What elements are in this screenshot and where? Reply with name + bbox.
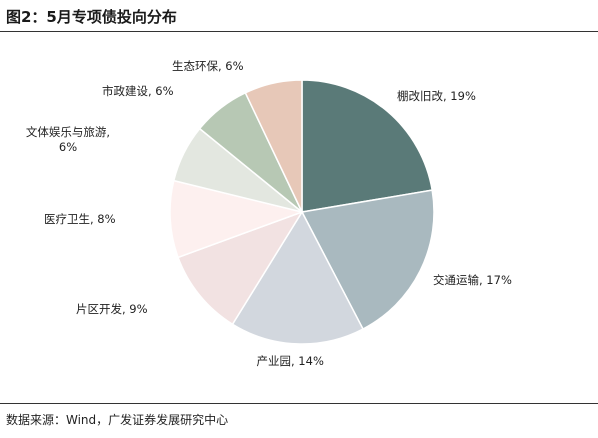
rule — [0, 31, 598, 32]
slice-label: 市政建设, 6% — [102, 84, 174, 98]
pie-slice — [301, 79, 434, 213]
pie-slice — [300, 189, 435, 331]
title: 图2：5月专项债投向分布 — [6, 8, 177, 26]
pie-slice — [231, 210, 365, 345]
slice-label: 棚改旧改, 19% — [397, 89, 476, 103]
rule — [0, 403, 598, 404]
source: 数据来源：Wind，广发证券发展研究中心 — [6, 413, 229, 427]
slice-label: 片区开发, 9% — [76, 302, 148, 316]
slice-label: 医疗卫生, 8% — [44, 212, 116, 226]
slice-label: 生态环保, 6% — [172, 59, 244, 73]
slice-label: 交通运输, 17% — [433, 273, 512, 287]
slice-label: 产业园, 14% — [256, 354, 324, 368]
pie-slice — [169, 179, 305, 259]
slice-label: 文体娱乐与旅游, 6% — [25, 125, 111, 154]
pie-slice — [177, 210, 304, 326]
pie-slice — [244, 79, 303, 213]
